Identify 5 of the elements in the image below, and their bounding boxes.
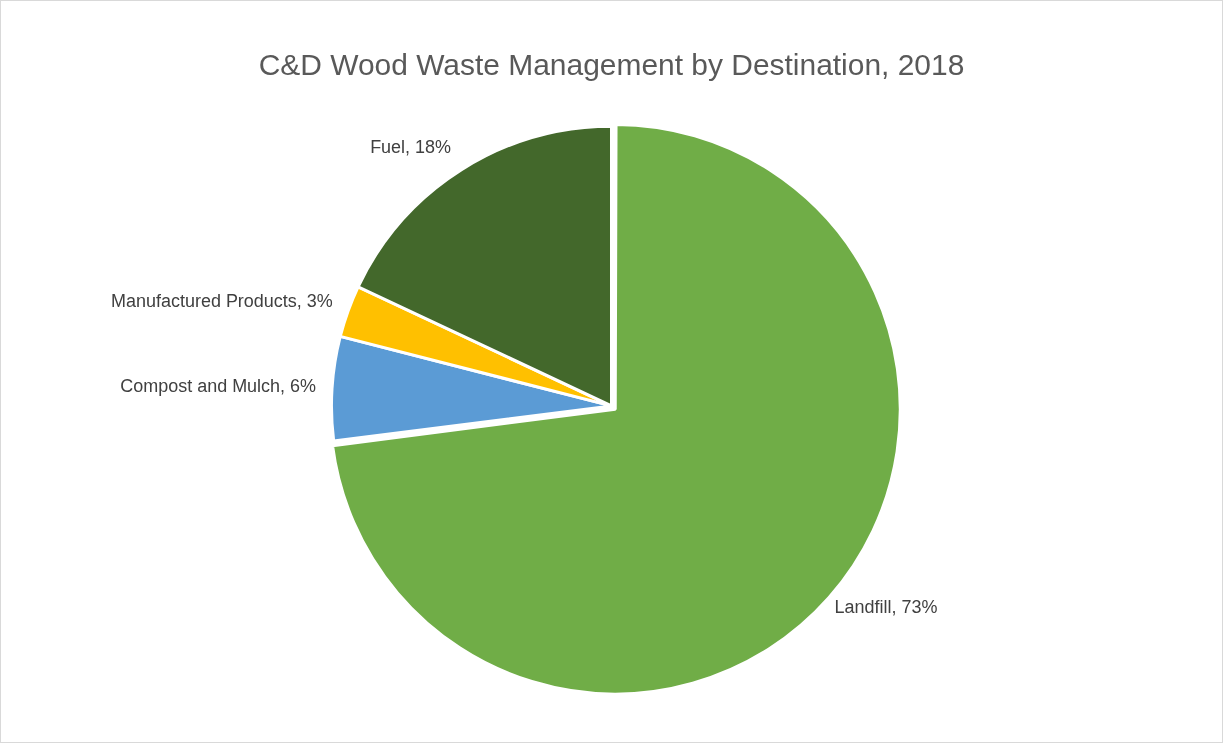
slice-label: Compost and Mulch, 6% [120, 375, 317, 396]
slice-label: Manufactured Products, 3% [111, 291, 333, 312]
slice-label: Landfill, 73% [834, 597, 938, 618]
chart-title: C&D Wood Waste Management by Destination, 2018 [258, 48, 965, 82]
slice-label: Fuel, 18% [370, 136, 452, 157]
